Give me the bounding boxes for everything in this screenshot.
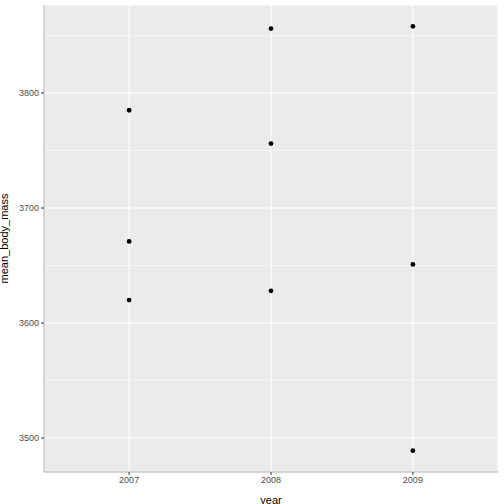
svg-text:year: year — [260, 494, 282, 504]
svg-text:mean_body_mass: mean_body_mass — [8, 193, 10, 283]
svg-text:2009: 2009 — [403, 475, 423, 485]
svg-text:3800: 3800 — [19, 88, 39, 98]
svg-text:3600: 3600 — [19, 318, 39, 328]
svg-text:3500: 3500 — [19, 433, 39, 443]
svg-text:2007: 2007 — [119, 475, 139, 485]
svg-text:2008: 2008 — [261, 475, 281, 485]
svg-text:3700: 3700 — [19, 203, 39, 213]
